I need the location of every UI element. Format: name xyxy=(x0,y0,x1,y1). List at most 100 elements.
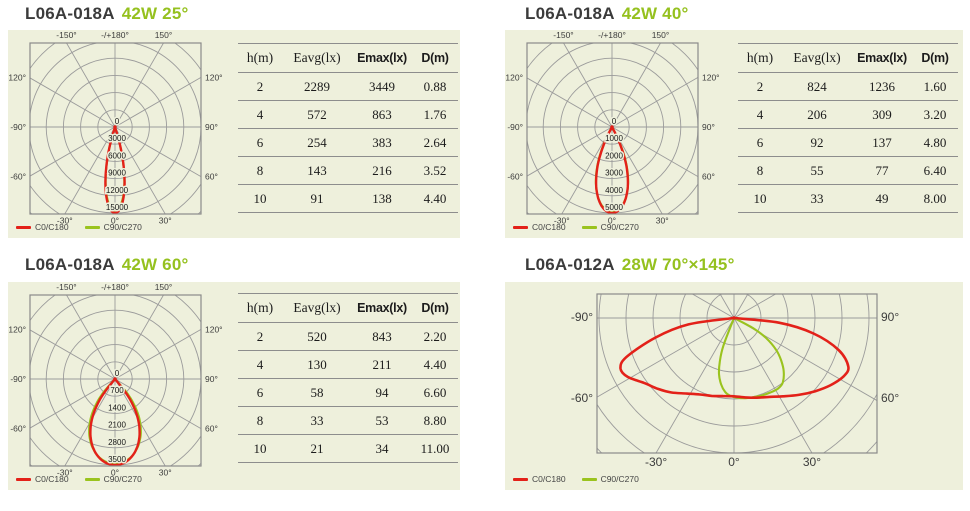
polar-chart-70x145deg: -90° -60° 90° 60° -30° 0° 30° xyxy=(571,293,899,469)
angle-label: 60° xyxy=(702,171,715,181)
table-row: 10 91 138 4.40 xyxy=(238,185,458,213)
legend-label: C90/C270 xyxy=(600,222,639,232)
col-header: D(m) xyxy=(921,51,949,65)
legend-item-c90: C90/C270 xyxy=(84,474,142,484)
intensity-curves xyxy=(594,125,630,214)
cell: 2 xyxy=(756,78,764,94)
table-row: 10 33 49 8.00 xyxy=(738,185,958,213)
cell: 6.60 xyxy=(423,384,447,400)
angle-label: 0° xyxy=(111,216,119,226)
angle-label: 30° xyxy=(159,216,172,226)
chart-title-3: L06A-018A 42W 60° xyxy=(25,255,188,275)
c0-c180-curve xyxy=(619,316,850,400)
cell: 4 xyxy=(756,106,764,122)
c0-c180-curve xyxy=(594,125,630,214)
legend-label: C0/C180 xyxy=(532,474,566,484)
legend: C0/C180 C90/C270 xyxy=(513,474,639,484)
table-row: 8 33 53 8.80 xyxy=(238,407,458,435)
cell: 4 xyxy=(256,356,264,372)
header-row: h(m) Eavg(lx) Emax(lx) D(m) xyxy=(238,43,458,73)
angle-label: 150° xyxy=(155,282,173,292)
cell: 94 xyxy=(375,384,389,400)
cell: 520 xyxy=(307,328,327,344)
cell: 8 xyxy=(756,162,764,178)
cell: 843 xyxy=(372,328,392,344)
center-dot xyxy=(732,316,736,320)
cell: 2.20 xyxy=(423,328,447,344)
legend-item-c0: C0/C180 xyxy=(513,222,566,232)
cell: 824 xyxy=(807,78,827,94)
angle-label: 90° xyxy=(881,310,899,324)
legend-item-c0: C0/C180 xyxy=(16,222,69,232)
chart-frame xyxy=(526,42,699,215)
table-row: 4 206 309 3.20 xyxy=(738,101,958,129)
angle-label: 30° xyxy=(803,455,821,469)
cell: 2289 xyxy=(304,78,330,94)
angle-label: 120° xyxy=(702,73,720,83)
legend-item-c0: C0/C180 xyxy=(16,474,69,484)
angle-label: -60° xyxy=(571,391,593,405)
angle-label: 0° xyxy=(608,216,616,226)
cell: 91 xyxy=(310,190,324,206)
polar-grid xyxy=(527,43,698,214)
cell: 6 xyxy=(256,134,264,150)
cell: 309 xyxy=(872,106,892,122)
legend-item-c0: C0/C180 xyxy=(513,474,566,484)
cell: 49 xyxy=(875,190,889,206)
ring-value-label: 6000 xyxy=(108,151,126,160)
angle-label: -60° xyxy=(10,171,26,181)
col-header: h(m) xyxy=(246,50,274,65)
col-header: D(m) xyxy=(421,51,449,65)
legend-item-c90: C90/C270 xyxy=(581,474,639,484)
cell: 8.00 xyxy=(923,190,947,206)
model-name: L06A-012A xyxy=(525,255,615,274)
model-spec: 42W 40° xyxy=(621,4,689,23)
polar-chart-60deg: 0 700 1400 2100 2800 3500 -150° -/+180° 150° -120… xyxy=(8,282,223,478)
cell: 572 xyxy=(307,106,327,122)
cell: 58 xyxy=(310,384,324,400)
cell: 8 xyxy=(256,412,264,428)
model-name: L06A-018A xyxy=(525,4,615,23)
green-line-swatch xyxy=(581,477,597,481)
cell: 2.64 xyxy=(423,134,447,150)
legend-label: C90/C270 xyxy=(103,222,142,232)
ring-value-label: 1000 xyxy=(605,134,623,143)
center-dot xyxy=(113,377,117,381)
cell: 4.80 xyxy=(923,134,947,150)
ring-value-label: 0 xyxy=(612,117,617,126)
ring-value-label: 12000 xyxy=(106,186,129,195)
cell: 10 xyxy=(253,190,267,206)
center-dot xyxy=(113,125,117,129)
cell: 130 xyxy=(307,356,327,372)
table-row: 2 520 843 2.20 xyxy=(238,323,458,351)
cell: 3449 xyxy=(369,78,395,94)
table-row: 2 824 1236 1.60 xyxy=(738,73,958,101)
cell: 33 xyxy=(810,190,824,206)
angle-label: -60° xyxy=(10,423,26,433)
legend-label: C90/C270 xyxy=(103,474,142,484)
table-row: 8 143 216 3.52 xyxy=(238,157,458,185)
ring-value-label: 0 xyxy=(115,117,120,126)
ring-value-label: 1400 xyxy=(108,403,126,412)
legend-label: C0/C180 xyxy=(35,222,69,232)
table-row: 4 130 211 4.40 xyxy=(238,351,458,379)
angle-label: 150° xyxy=(652,30,670,40)
cell: 10 xyxy=(253,440,267,456)
c90-c270-curve xyxy=(88,378,142,465)
ring-value-label: 15000 xyxy=(106,203,129,212)
table-row: 6 254 383 2.64 xyxy=(238,129,458,157)
col-header: h(m) xyxy=(246,300,274,315)
intensity-curves xyxy=(619,316,850,400)
cell: 6.40 xyxy=(923,162,947,178)
angle-label: -150° xyxy=(56,30,76,40)
model-name: L06A-018A xyxy=(25,4,115,23)
angle-label: -120° xyxy=(505,73,523,83)
intensity-curves xyxy=(88,377,142,466)
cell: 138 xyxy=(372,190,392,206)
angle-label: 90° xyxy=(205,122,218,132)
cell: 4 xyxy=(256,106,264,122)
cell: 92 xyxy=(810,134,824,150)
legend: C0/C180 C90/C270 xyxy=(16,222,142,232)
legend-label: C90/C270 xyxy=(600,474,639,484)
cell: 34 xyxy=(375,440,389,456)
